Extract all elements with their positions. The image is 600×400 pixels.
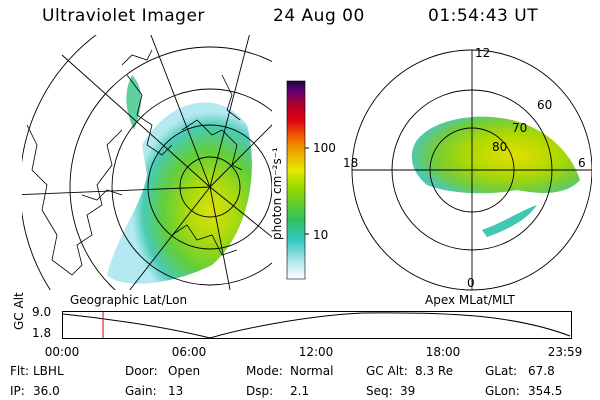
dsp-value: 2.1	[290, 384, 310, 398]
auroral-oval	[411, 116, 580, 194]
ip-label: IP:	[10, 384, 25, 398]
colorbar-tick-10: 10	[313, 228, 329, 242]
altitude-axis-title: GC Alt	[12, 292, 26, 330]
colorbar-tick-100: 100	[313, 141, 336, 155]
gain-value: 13	[168, 384, 184, 398]
mlat-label-60: 60	[537, 98, 553, 112]
right-panel-label: Apex MLat/MLT	[425, 293, 515, 307]
glat-value: 67.8	[528, 364, 555, 378]
mlt-label-right: 6	[578, 156, 586, 170]
polar-mlt-plot	[351, 49, 592, 291]
filter-label: Flt:	[10, 364, 29, 378]
colorbar	[286, 80, 309, 280]
observation-time: 01:54:43 UT	[428, 6, 539, 26]
mlt-label-top: 12	[475, 46, 491, 60]
colorbar-unit-label: photon cm⁻²s⁻¹	[270, 147, 284, 240]
mlt-label-left: 18	[343, 156, 359, 170]
gcalt-value: 8.3 Re	[415, 364, 454, 378]
mlt-label-bottom: 0	[467, 276, 475, 290]
instrument-title: Ultraviolet Imager	[42, 6, 205, 26]
glon-label: GLon:	[485, 384, 520, 398]
time-tick-0600: 06:00	[171, 345, 207, 359]
left-panel-label: Geographic Lat/Lon	[70, 293, 188, 307]
seq-value: 39	[400, 384, 416, 398]
door-label: Door:	[125, 364, 158, 378]
observation-date: 24 Aug 00	[273, 6, 365, 26]
glon-value: 354.5	[528, 384, 563, 398]
door-value: Open	[168, 364, 201, 378]
geographic-map	[22, 35, 272, 290]
gcalt-label: GC Alt:	[366, 364, 408, 378]
altitude-curve	[62, 312, 571, 339]
time-tick-1200: 12:00	[298, 345, 334, 359]
dsp-label: Dsp:	[246, 384, 274, 398]
time-tick-0000: 00:00	[44, 345, 80, 359]
seq-label: Seq:	[366, 384, 393, 398]
filter-value: LBHL	[33, 364, 64, 378]
altitude-tick-9: 9.0	[32, 305, 52, 319]
ip-value: 36.0	[33, 384, 60, 398]
gain-label: Gain:	[125, 384, 157, 398]
altitude-timeline	[62, 311, 572, 339]
glat-label: GLat:	[485, 364, 518, 378]
mlat-label-80: 80	[492, 140, 508, 154]
time-tick-2359: 23:59	[547, 345, 583, 359]
mlat-label-70: 70	[512, 121, 528, 135]
mode-label: Mode:	[246, 364, 283, 378]
time-tick-1800: 18:00	[425, 345, 461, 359]
colorbar-gradient	[286, 80, 306, 280]
altitude-tick-1-8: 1.8	[32, 326, 52, 340]
mode-value: Normal	[290, 364, 334, 378]
